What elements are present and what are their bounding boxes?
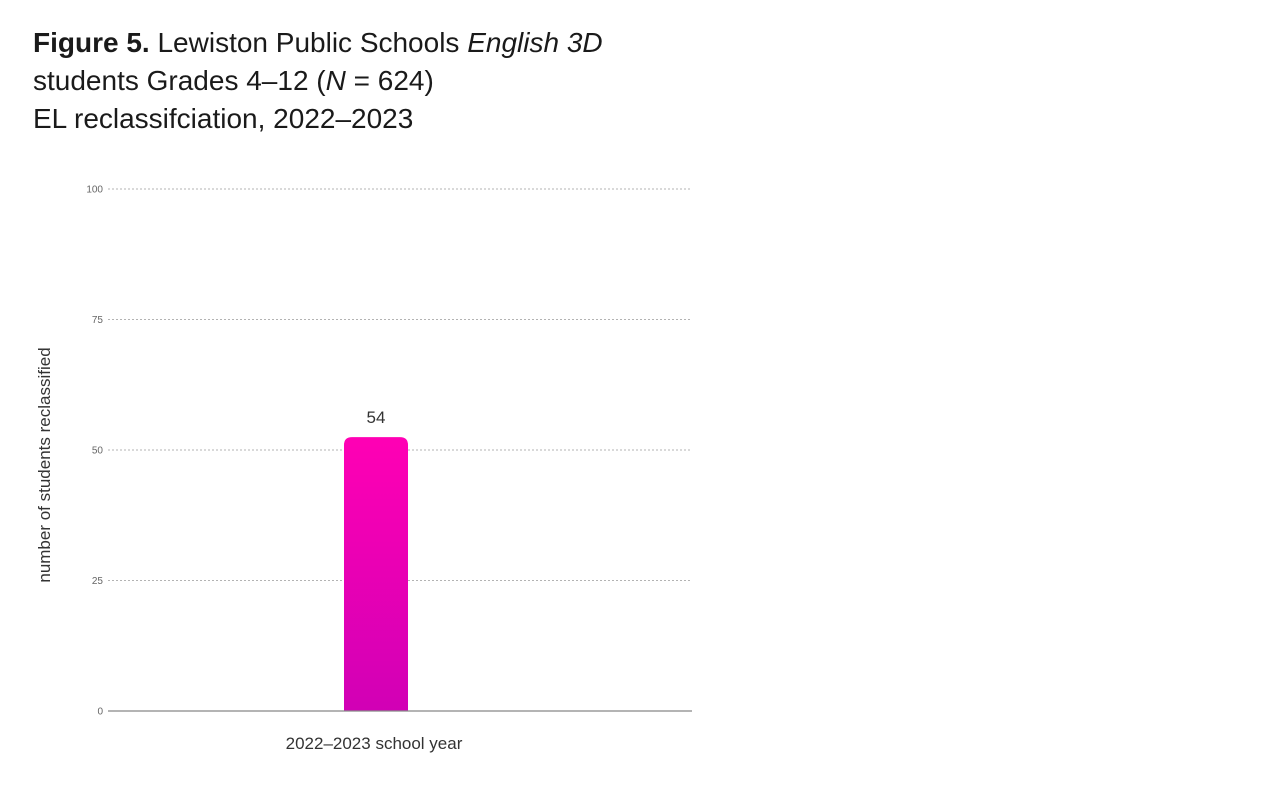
title-line-1: Figure 5. Lewiston Public Schools Englis… bbox=[33, 24, 713, 62]
y-tick-label: 25 bbox=[92, 576, 104, 587]
y-axis-title: number of students reclassified bbox=[35, 347, 54, 582]
y-tick-label: 0 bbox=[97, 707, 103, 718]
bar-value-label: 54 bbox=[367, 408, 386, 427]
figure-label: Figure 5. bbox=[33, 27, 150, 58]
title-part1: Lewiston Public Schools bbox=[149, 27, 468, 58]
title-line-3: EL reclassifciation, 2022–2023 bbox=[33, 103, 414, 134]
y-tick-label: 50 bbox=[92, 446, 104, 457]
bar-0 bbox=[344, 437, 408, 711]
title-line-2: students Grades 4–12 (N = 624) bbox=[33, 62, 713, 100]
x-category-label: 2022–2023 school year bbox=[286, 734, 463, 753]
figure-title: Figure 5. Lewiston Public Schools Englis… bbox=[33, 24, 713, 138]
title-line2-prefix: students Grades 4–12 ( bbox=[33, 65, 326, 96]
y-tick-label: 75 bbox=[92, 315, 104, 326]
title-line2-suffix: = 624) bbox=[345, 65, 434, 96]
labels: 0 25 50 75 100 54 2022–2023 school year number … bbox=[35, 185, 463, 754]
title-program: English 3D bbox=[467, 27, 603, 58]
bars bbox=[344, 437, 408, 711]
y-tick-label: 100 bbox=[86, 185, 103, 196]
title-n-symbol: N bbox=[325, 65, 346, 96]
